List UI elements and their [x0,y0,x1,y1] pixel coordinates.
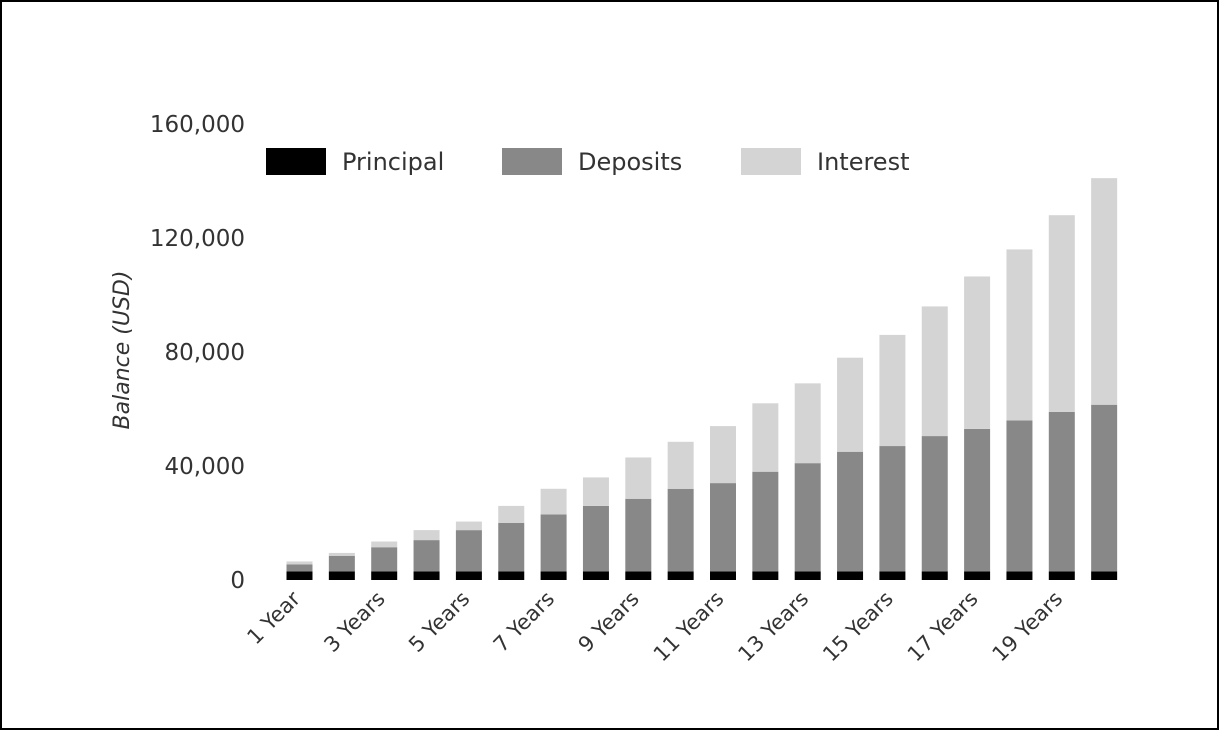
y-tick-label: 160,000 [150,112,245,138]
bar-deposits [582,505,609,572]
x-tick-label: 1 Year [242,586,305,649]
x-tick-label: 9 Years [574,587,644,657]
y-axis-title: Balance (USD) [110,271,135,430]
x-tick-label: 17 Years [903,587,983,667]
y-axis-ticks: 0 40,000 80,000 120,000 160,000 [150,112,245,594]
bar-principal [413,571,440,580]
bar-interest [1048,215,1075,412]
x-tick-label: 19 Years [988,587,1068,667]
legend-label-interest: Interest [817,148,909,176]
bar-interest [328,552,355,556]
x-tick-label: 5 Years [404,587,474,657]
bar-principal [710,571,736,580]
bar-deposits [879,446,906,572]
y-tick-label: 120,000 [150,226,245,252]
legend-label-principal: Principal [342,148,444,176]
bar-deposits [413,540,440,572]
legend: Principal Deposits Interest [266,148,909,176]
bar-interest [371,541,398,548]
y-tick-label: 0 [230,568,245,594]
bar-interest [1091,178,1118,405]
legend-swatch-principal [266,148,326,175]
bar-deposits [837,451,864,572]
bar-interest [752,403,779,472]
x-tick-label: 15 Years [818,587,898,667]
bar-interest [794,383,821,464]
bar-deposits [625,498,652,572]
bar-deposits [752,471,779,572]
bar-deposits [455,530,482,572]
bar-interest [710,426,736,484]
bar-principal [498,571,525,580]
bar-interest [879,334,906,447]
bar-principal [625,571,652,580]
bar-interest [413,530,440,541]
bar-deposits [286,564,313,572]
bars [286,178,1118,580]
bar-deposits [964,428,991,572]
bar-deposits [1091,404,1118,572]
bar-principal [455,571,482,580]
bar-interest [540,488,567,515]
bar-interest [964,276,991,429]
bar-principal [1048,571,1075,580]
bar-interest [921,306,948,437]
legend-label-deposits: Deposits [578,148,682,176]
bar-deposits [710,483,736,572]
x-tick-label: 3 Years [319,587,389,657]
bar-principal [540,571,567,580]
bar-principal [667,571,694,580]
bar-deposits [371,547,398,572]
bar-deposits [794,463,821,572]
bar-principal [964,571,991,580]
bar-principal [879,571,906,580]
bar-interest [582,477,609,506]
bar-interest [498,505,525,523]
x-tick-label: 11 Years [649,587,729,667]
bar-principal [371,571,398,580]
bar-principal [582,571,609,580]
bar-interest [1006,249,1033,421]
bar-deposits [328,555,355,572]
bar-interest [625,457,652,499]
bar-interest [837,357,864,452]
bar-principal [286,571,313,580]
bar-principal [921,571,948,580]
bar-principal [328,571,355,580]
bar-principal [794,571,821,580]
x-tick-label: 13 Years [733,587,813,667]
y-tick-label: 40,000 [165,454,245,480]
legend-swatch-deposits [502,148,562,175]
legend-swatch-interest [741,148,801,175]
x-tick-label: 7 Years [489,587,559,657]
bar-deposits [921,436,948,572]
bar-principal [1091,571,1118,580]
bar-deposits [1006,420,1033,572]
bar-principal [752,571,779,580]
y-tick-label: 80,000 [165,340,245,366]
bar-interest [286,561,313,565]
bar-principal [1006,571,1033,580]
bar-deposits [540,514,567,572]
bar-deposits [1048,411,1075,572]
bar-interest [667,441,694,489]
bar-principal [837,571,864,580]
bar-deposits [667,488,694,572]
bar-deposits [498,523,525,572]
bar-interest [455,521,482,531]
x-axis-labels: 1 Year 3 Years 5 Years 7 Years 9 Years 11 Yea… [242,586,1067,666]
